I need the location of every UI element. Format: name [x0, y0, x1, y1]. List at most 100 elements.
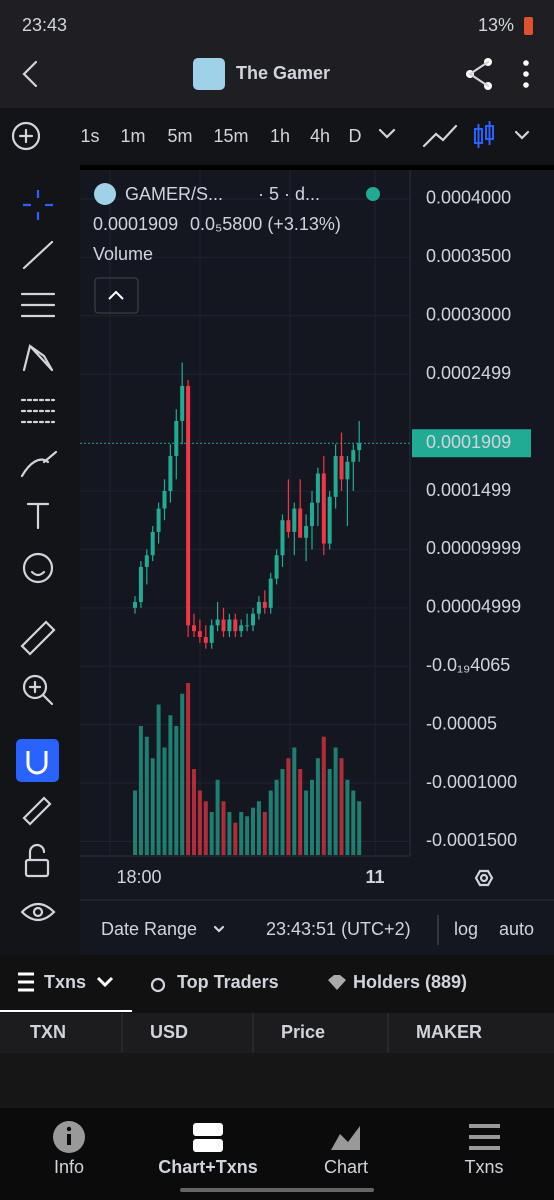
candle-body	[144, 555, 149, 567]
candle-body	[251, 613, 255, 626]
column-header[interactable]: USD	[150, 1022, 188, 1042]
interval-dropdown[interactable]	[378, 128, 396, 139]
volume-bar	[327, 769, 332, 855]
more-button[interactable]	[523, 60, 529, 88]
tab[interactable]: Top Traders	[177, 972, 279, 992]
interval-button[interactable]: 1s	[80, 126, 99, 146]
tool-icons	[16, 190, 59, 922]
collapse-button[interactable]	[94, 277, 139, 314]
candle-body	[315, 473, 320, 503]
column-header[interactable]: TXN	[30, 1022, 66, 1042]
y-tick-label: 0.0002499	[426, 363, 511, 383]
x-tick-label: 11	[365, 867, 384, 887]
volume-bar	[203, 801, 208, 855]
candle-body	[304, 526, 309, 538]
home-indicator	[180, 1188, 374, 1192]
trophy-icon	[150, 977, 166, 993]
y-tick-label: 0.0001499	[426, 480, 511, 500]
interval-bar	[0, 108, 554, 165]
candle-body	[357, 443, 362, 451]
nav-item[interactable]: Txns	[464, 1157, 503, 1177]
candle-body	[274, 555, 279, 579]
tab[interactable]: Holders (889)	[353, 972, 467, 992]
nav-item[interactable]: Chart	[324, 1157, 368, 1177]
volume-bar	[304, 790, 309, 855]
y-tick-label: 0.0004000	[426, 188, 511, 208]
candle-body	[321, 473, 326, 544]
volume-bar	[333, 747, 338, 855]
candle-body	[215, 619, 220, 626]
candle-body	[186, 385, 191, 626]
candle-body	[339, 455, 344, 480]
volume-bar	[292, 747, 297, 855]
clock: 23:43:51 (UTC+2)	[266, 919, 411, 939]
x-tick-label: 18:00	[116, 867, 161, 887]
volume-bar	[251, 807, 255, 855]
candle-body	[351, 450, 356, 462]
y-tick-label: -0.0₁₉4065	[426, 655, 510, 675]
status-time: 23:43	[22, 15, 67, 35]
y-tick-label: 0.00009999	[426, 538, 521, 558]
volume-bar	[274, 779, 279, 855]
interval-button[interactable]: 1h	[270, 126, 290, 146]
tab-caret	[96, 976, 114, 988]
candle-body	[256, 601, 261, 614]
volume-bar	[174, 726, 179, 855]
volume-bar	[133, 790, 137, 855]
candle-body	[239, 625, 244, 632]
date-range-button[interactable]: Date Range	[101, 919, 197, 939]
candle-body	[298, 508, 303, 538]
nav-icons	[53, 1121, 500, 1153]
table-header	[0, 1013, 554, 1053]
nav-item[interactable]: Info	[54, 1157, 84, 1177]
volume-bar	[315, 758, 320, 855]
volume-bar	[138, 726, 143, 855]
header-title: The Gamer	[236, 63, 330, 83]
y-tick-label: -0.00005	[426, 713, 497, 733]
interval-button[interactable]: D	[349, 126, 362, 146]
volume-bar	[280, 769, 285, 855]
candle-body	[133, 601, 137, 608]
column-header[interactable]: MAKER	[416, 1022, 482, 1042]
add-button[interactable]	[11, 121, 41, 151]
volume-bar	[298, 769, 303, 855]
battery-icon	[524, 17, 533, 35]
interval-button[interactable]: 5m	[167, 126, 192, 146]
tab[interactable]: Txns	[44, 972, 86, 992]
volume-bar	[286, 758, 291, 855]
volume-bar	[268, 790, 273, 855]
line-chart-button[interactable]	[422, 124, 458, 148]
interval-button[interactable]: 4h	[310, 126, 330, 146]
column-header[interactable]: Price	[281, 1022, 325, 1042]
y-tick-label: 0.00004999	[426, 597, 521, 617]
volume-bar	[256, 801, 261, 855]
volume-bar	[262, 812, 267, 855]
top-bar	[0, 0, 554, 108]
interval-button[interactable]: 1m	[120, 126, 145, 146]
volume-bar	[150, 758, 155, 855]
back-button[interactable]	[22, 60, 38, 88]
volume-bar	[310, 779, 314, 855]
price-label-bg	[412, 429, 531, 458]
avatar	[193, 58, 225, 90]
share-button[interactable]	[466, 58, 492, 90]
volume-bar	[245, 816, 250, 855]
chart-type-dropdown[interactable]	[514, 130, 530, 140]
log-button[interactable]: log	[454, 919, 478, 939]
auto-button[interactable]: auto	[499, 919, 534, 939]
live-dot	[366, 187, 380, 201]
interval-button[interactable]: 15m	[213, 126, 248, 146]
volume-bar	[209, 812, 214, 855]
volume-bar	[351, 790, 356, 855]
txns-icon	[18, 972, 34, 992]
y-tick-label: -0.0001000	[426, 772, 517, 792]
chart-settings-button[interactable]	[474, 869, 494, 887]
nav-item[interactable]: Chart+Txns	[158, 1157, 258, 1177]
volume-bar	[357, 801, 362, 855]
candle-button[interactable]	[474, 121, 494, 148]
candle-body	[156, 508, 161, 532]
volume-bar	[168, 715, 173, 855]
candle-body	[327, 496, 332, 544]
